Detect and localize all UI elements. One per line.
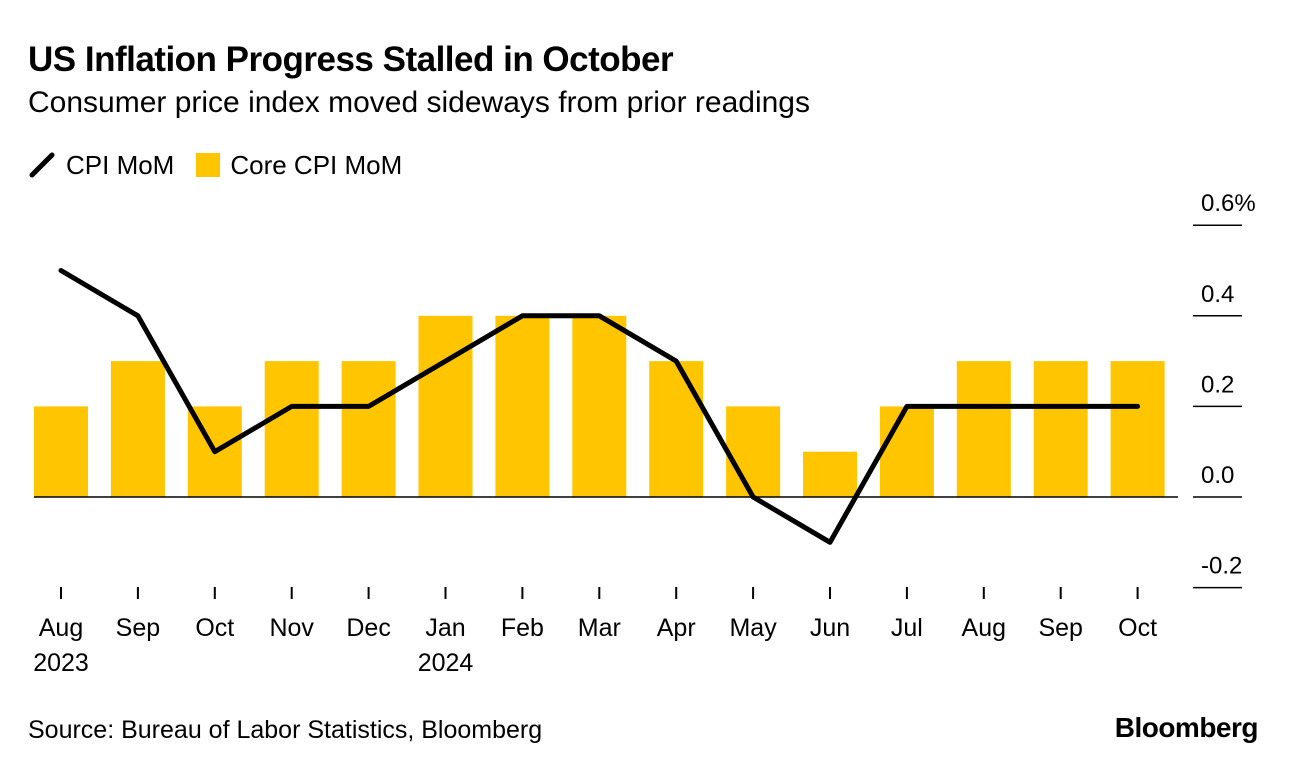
y-tick-label-4: -0.2 — [1201, 553, 1242, 580]
bar-swatch-icon — [196, 153, 221, 177]
x-tick-label-12: Aug — [962, 614, 1006, 642]
y-tick-label-2: 0.2 — [1201, 371, 1234, 398]
x-tick-label-2: Oct — [195, 614, 234, 642]
source-note: Source: Bureau of Labor Statistics, Bloo… — [28, 716, 543, 744]
x-tick-label-4: Dec — [346, 614, 390, 642]
x-tick-label-6: Feb — [501, 614, 544, 642]
bar-core-cpi-11 — [879, 406, 934, 497]
bar-core-cpi-9 — [726, 406, 781, 497]
legend-item-core-cpi: Core CPI MoM — [196, 150, 402, 181]
bar-core-cpi-0 — [34, 406, 88, 497]
x-year-label-5: 2024 — [418, 649, 474, 677]
bar-core-cpi-10 — [803, 451, 857, 497]
x-tick-label-9: May — [729, 614, 777, 642]
y-tick-label-0: 0.6% — [1201, 190, 1256, 217]
bar-core-cpi-12 — [956, 361, 1011, 497]
x-tick-label-8: Apr — [657, 614, 696, 642]
legend-item-cpi: CPI MoM — [28, 150, 174, 181]
bloomberg-logo: Bloomberg — [1114, 712, 1259, 743]
bar-core-cpi-4 — [341, 361, 396, 497]
x-tick-label-10: Jun — [810, 614, 850, 642]
chart-subtitle: Consumer price index moved sideways from… — [28, 86, 810, 119]
x-tick-label-3: Nov — [269, 614, 314, 642]
x-year-label-0: 2023 — [33, 649, 89, 677]
x-tick-label-11: Jul — [891, 614, 923, 642]
bar-core-cpi-6 — [495, 315, 550, 497]
legend: CPI MoM Core CPI MoM — [28, 147, 424, 183]
y-tick-label-3: 0.0 — [1201, 462, 1234, 489]
x-tick-label-0: Aug — [39, 614, 83, 642]
bar-core-cpi-3 — [264, 361, 319, 497]
x-tick-label-13: Sep — [1038, 614, 1082, 642]
chart-title: US Inflation Progress Stalled in October — [28, 40, 674, 79]
x-tick-label-5: Jan — [425, 614, 465, 642]
bar-core-cpi-7 — [572, 315, 627, 497]
bar-core-cpi-1 — [110, 361, 165, 497]
legend-label-cpi: CPI MoM — [66, 149, 175, 180]
bar-core-cpi-8 — [649, 361, 704, 497]
line-swatch-icon — [29, 152, 55, 178]
x-tick-label-7: Mar — [578, 614, 621, 642]
bar-core-cpi-13 — [1033, 361, 1088, 497]
bar-core-cpi-14 — [1110, 361, 1165, 497]
x-tick-label-1: Sep — [116, 614, 160, 642]
legend-label-core-cpi: Core CPI MoM — [230, 149, 403, 180]
bar-core-cpi-5 — [418, 315, 473, 497]
x-tick-label-14: Oct — [1118, 614, 1157, 642]
y-tick-label-1: 0.4 — [1201, 281, 1234, 308]
